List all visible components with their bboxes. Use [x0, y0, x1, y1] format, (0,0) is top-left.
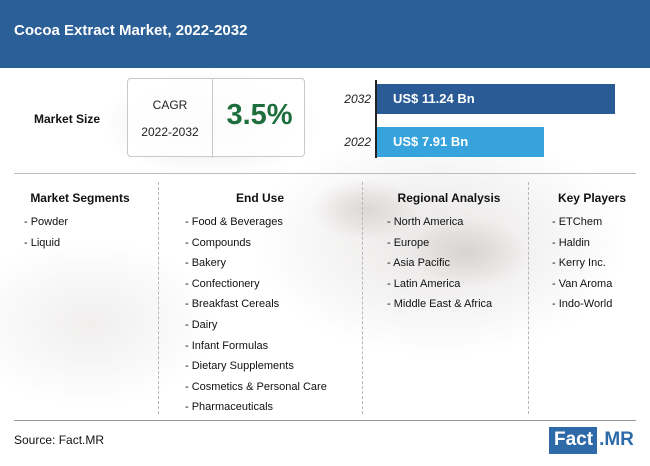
- end-use-column: End Use - Food & Beverages - Compounds -…: [185, 191, 335, 420]
- list-item: - Dietary Supplements: [185, 360, 294, 373]
- list-item: - Compounds: [185, 236, 252, 249]
- column-divider: [362, 182, 363, 414]
- list-item: - Powder: [24, 216, 69, 228]
- cagr-divider: [212, 79, 213, 158]
- list-item: - Kerry Inc.: [552, 257, 606, 270]
- list-item: - Dairy: [185, 318, 218, 331]
- list-item: - Pharmaceuticals: [185, 401, 274, 414]
- list-item: - ETChem: [552, 216, 603, 228]
- list-item: - Haldin: [552, 236, 590, 249]
- list-item: - Van Aroma: [552, 277, 613, 290]
- cagr-value: 3.5%: [226, 99, 293, 131]
- section-divider: [14, 173, 636, 174]
- market-bar-2032: US$ 11.24 Bn: [377, 84, 615, 114]
- key-players-column: Key Players - ETChem - Haldin - Kerry In…: [552, 191, 632, 317]
- cagr-box: CAGR 2022-2032 3.5%: [127, 78, 305, 158]
- list-item: - Middle East & Africa: [387, 298, 493, 311]
- column-divider: [158, 182, 159, 414]
- list-item: - Food & Beverages: [185, 216, 283, 228]
- column-divider: [528, 182, 529, 414]
- list-item: - Indo-World: [552, 298, 613, 311]
- market-size-label: Market Size: [34, 112, 101, 126]
- logo-fact: Fact: [549, 426, 598, 454]
- list-item: - Europe: [387, 236, 430, 249]
- list-item: - North America: [387, 216, 464, 228]
- list-item: - Liquid: [24, 236, 61, 249]
- list-item: - Bakery: [185, 257, 226, 270]
- regional-analysis-column: Regional Analysis - North America - Euro…: [387, 191, 511, 317]
- logo-mr: .MR: [599, 429, 634, 450]
- year-label-2022: 2022: [344, 135, 371, 149]
- list-item: - Cosmetics & Personal Care: [185, 380, 327, 393]
- list-item: - Asia Pacific: [387, 257, 450, 270]
- market-segments-column: Market Segments - Powder - Liquid: [24, 191, 136, 255]
- bar-value-label: US$ 11.24 Bn: [393, 91, 475, 106]
- header-banner: Cocoa Extract Market, 2022-2032: [0, 0, 650, 68]
- list-item: - Confectionery: [185, 277, 260, 290]
- factmr-logo: Fact .MR: [549, 424, 634, 456]
- page-title: Cocoa Extract Market, 2022-2032: [14, 22, 248, 39]
- column-heading: Key Players: [557, 191, 627, 205]
- cagr-period: 2022-2032: [141, 125, 199, 139]
- market-bar-2022: US$ 7.91 Bn: [377, 127, 544, 157]
- year-label-2032: 2032: [344, 92, 371, 106]
- list-item: - Latin America: [387, 277, 461, 290]
- source-text: Source: Fact.MR: [14, 433, 105, 447]
- bar-value-label: US$ 7.91 Bn: [393, 134, 469, 149]
- footer-divider: [14, 420, 636, 421]
- bar-chart-axis: [375, 80, 377, 158]
- column-heading: End Use: [235, 191, 284, 205]
- cagr-label: CAGR: [152, 98, 188, 112]
- list-item: - Infant Formulas: [185, 339, 269, 352]
- list-item: - Breakfast Cereals: [185, 298, 280, 311]
- column-heading: Regional Analysis: [397, 191, 501, 205]
- column-heading: Market Segments: [30, 191, 130, 205]
